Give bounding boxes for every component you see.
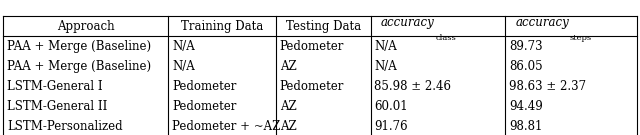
Text: LSTM-Personalized: LSTM-Personalized: [7, 120, 123, 133]
Text: 91.76: 91.76: [374, 120, 408, 133]
Text: Pedometer: Pedometer: [280, 80, 344, 93]
Text: class: class: [435, 34, 456, 42]
Text: LSTM-General II: LSTM-General II: [7, 100, 108, 113]
Text: N/A: N/A: [374, 40, 397, 53]
Text: accuracy: accuracy: [381, 16, 435, 29]
Text: LSTM-General I: LSTM-General I: [7, 80, 102, 93]
Text: Training Data: Training Data: [181, 20, 263, 33]
Text: Pedometer + ~AZ: Pedometer + ~AZ: [172, 120, 280, 133]
Text: Pedometer: Pedometer: [172, 80, 237, 93]
Text: Testing Data: Testing Data: [285, 20, 361, 33]
Text: AZ: AZ: [280, 100, 296, 113]
Text: PAA + Merge (Baseline): PAA + Merge (Baseline): [7, 40, 151, 53]
Text: 98.63 ± 2.37: 98.63 ± 2.37: [509, 80, 586, 93]
Text: 89.73: 89.73: [509, 40, 543, 53]
Text: accuracy: accuracy: [516, 16, 570, 29]
Text: Pedometer: Pedometer: [280, 40, 344, 53]
Text: steps: steps: [570, 34, 592, 42]
Text: 94.49: 94.49: [509, 100, 543, 113]
Text: 85.98 ± 2.46: 85.98 ± 2.46: [374, 80, 451, 93]
Text: Pedometer: Pedometer: [172, 100, 237, 113]
Text: N/A: N/A: [172, 60, 195, 73]
Text: 60.01: 60.01: [374, 100, 408, 113]
Text: AZ: AZ: [280, 120, 296, 133]
Text: Approach: Approach: [57, 20, 115, 33]
Text: 86.05: 86.05: [509, 60, 543, 73]
Text: N/A: N/A: [172, 40, 195, 53]
Text: N/A: N/A: [374, 60, 397, 73]
Text: PAA + Merge (Baseline): PAA + Merge (Baseline): [7, 60, 151, 73]
Text: AZ: AZ: [280, 60, 296, 73]
Text: 98.81: 98.81: [509, 120, 542, 133]
